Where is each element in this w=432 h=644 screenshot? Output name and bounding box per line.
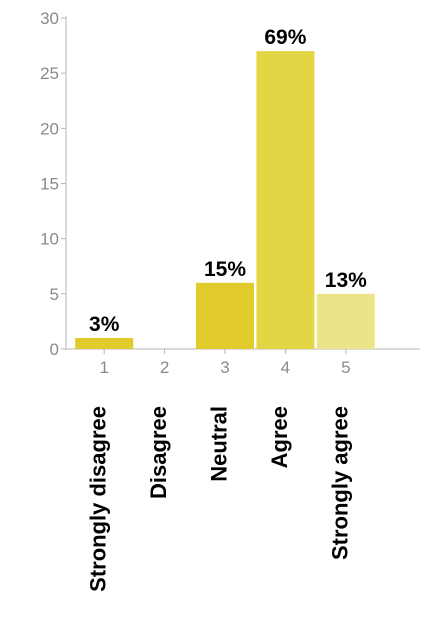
x-tick-label: 2 [160, 358, 169, 377]
category-name-label: Disagree [146, 406, 171, 499]
y-axis: 0 5 10 15 20 25 30 [40, 9, 67, 359]
y-tick-label: 20 [40, 119, 59, 138]
x-tick-label: 5 [341, 358, 350, 377]
data-label: 15% [204, 258, 246, 281]
y-tick-label: 10 [40, 230, 59, 249]
y-tick-label: 0 [50, 340, 59, 359]
x-axis: 1 2 3 4 5 [66, 348, 420, 377]
x-tick-label: 3 [220, 358, 229, 377]
data-labels: 3% 15% 69% 13% [89, 26, 367, 336]
category-name-label: Strongly agree [327, 406, 352, 560]
data-label: 3% [89, 313, 120, 336]
x-tick-label: 4 [281, 358, 290, 377]
bar [316, 293, 375, 349]
bar [256, 51, 315, 349]
category-name-label: Agree [267, 406, 292, 468]
x-tick-label: 1 [99, 358, 108, 377]
category-name-label: Neutral [207, 406, 232, 482]
bars [75, 51, 375, 349]
y-tick-label: 5 [50, 285, 59, 304]
category-labels: Strongly disagree Disagree Neutral Agree Str… [86, 406, 353, 592]
bar [75, 337, 134, 349]
y-tick-label: 25 [40, 64, 59, 83]
category-name-label: Strongly disagree [86, 406, 111, 592]
data-label: 69% [264, 26, 306, 49]
y-tick-label: 15 [40, 175, 59, 194]
data-label: 13% [325, 269, 367, 292]
bar [196, 282, 254, 349]
y-tick-label: 30 [40, 9, 59, 28]
